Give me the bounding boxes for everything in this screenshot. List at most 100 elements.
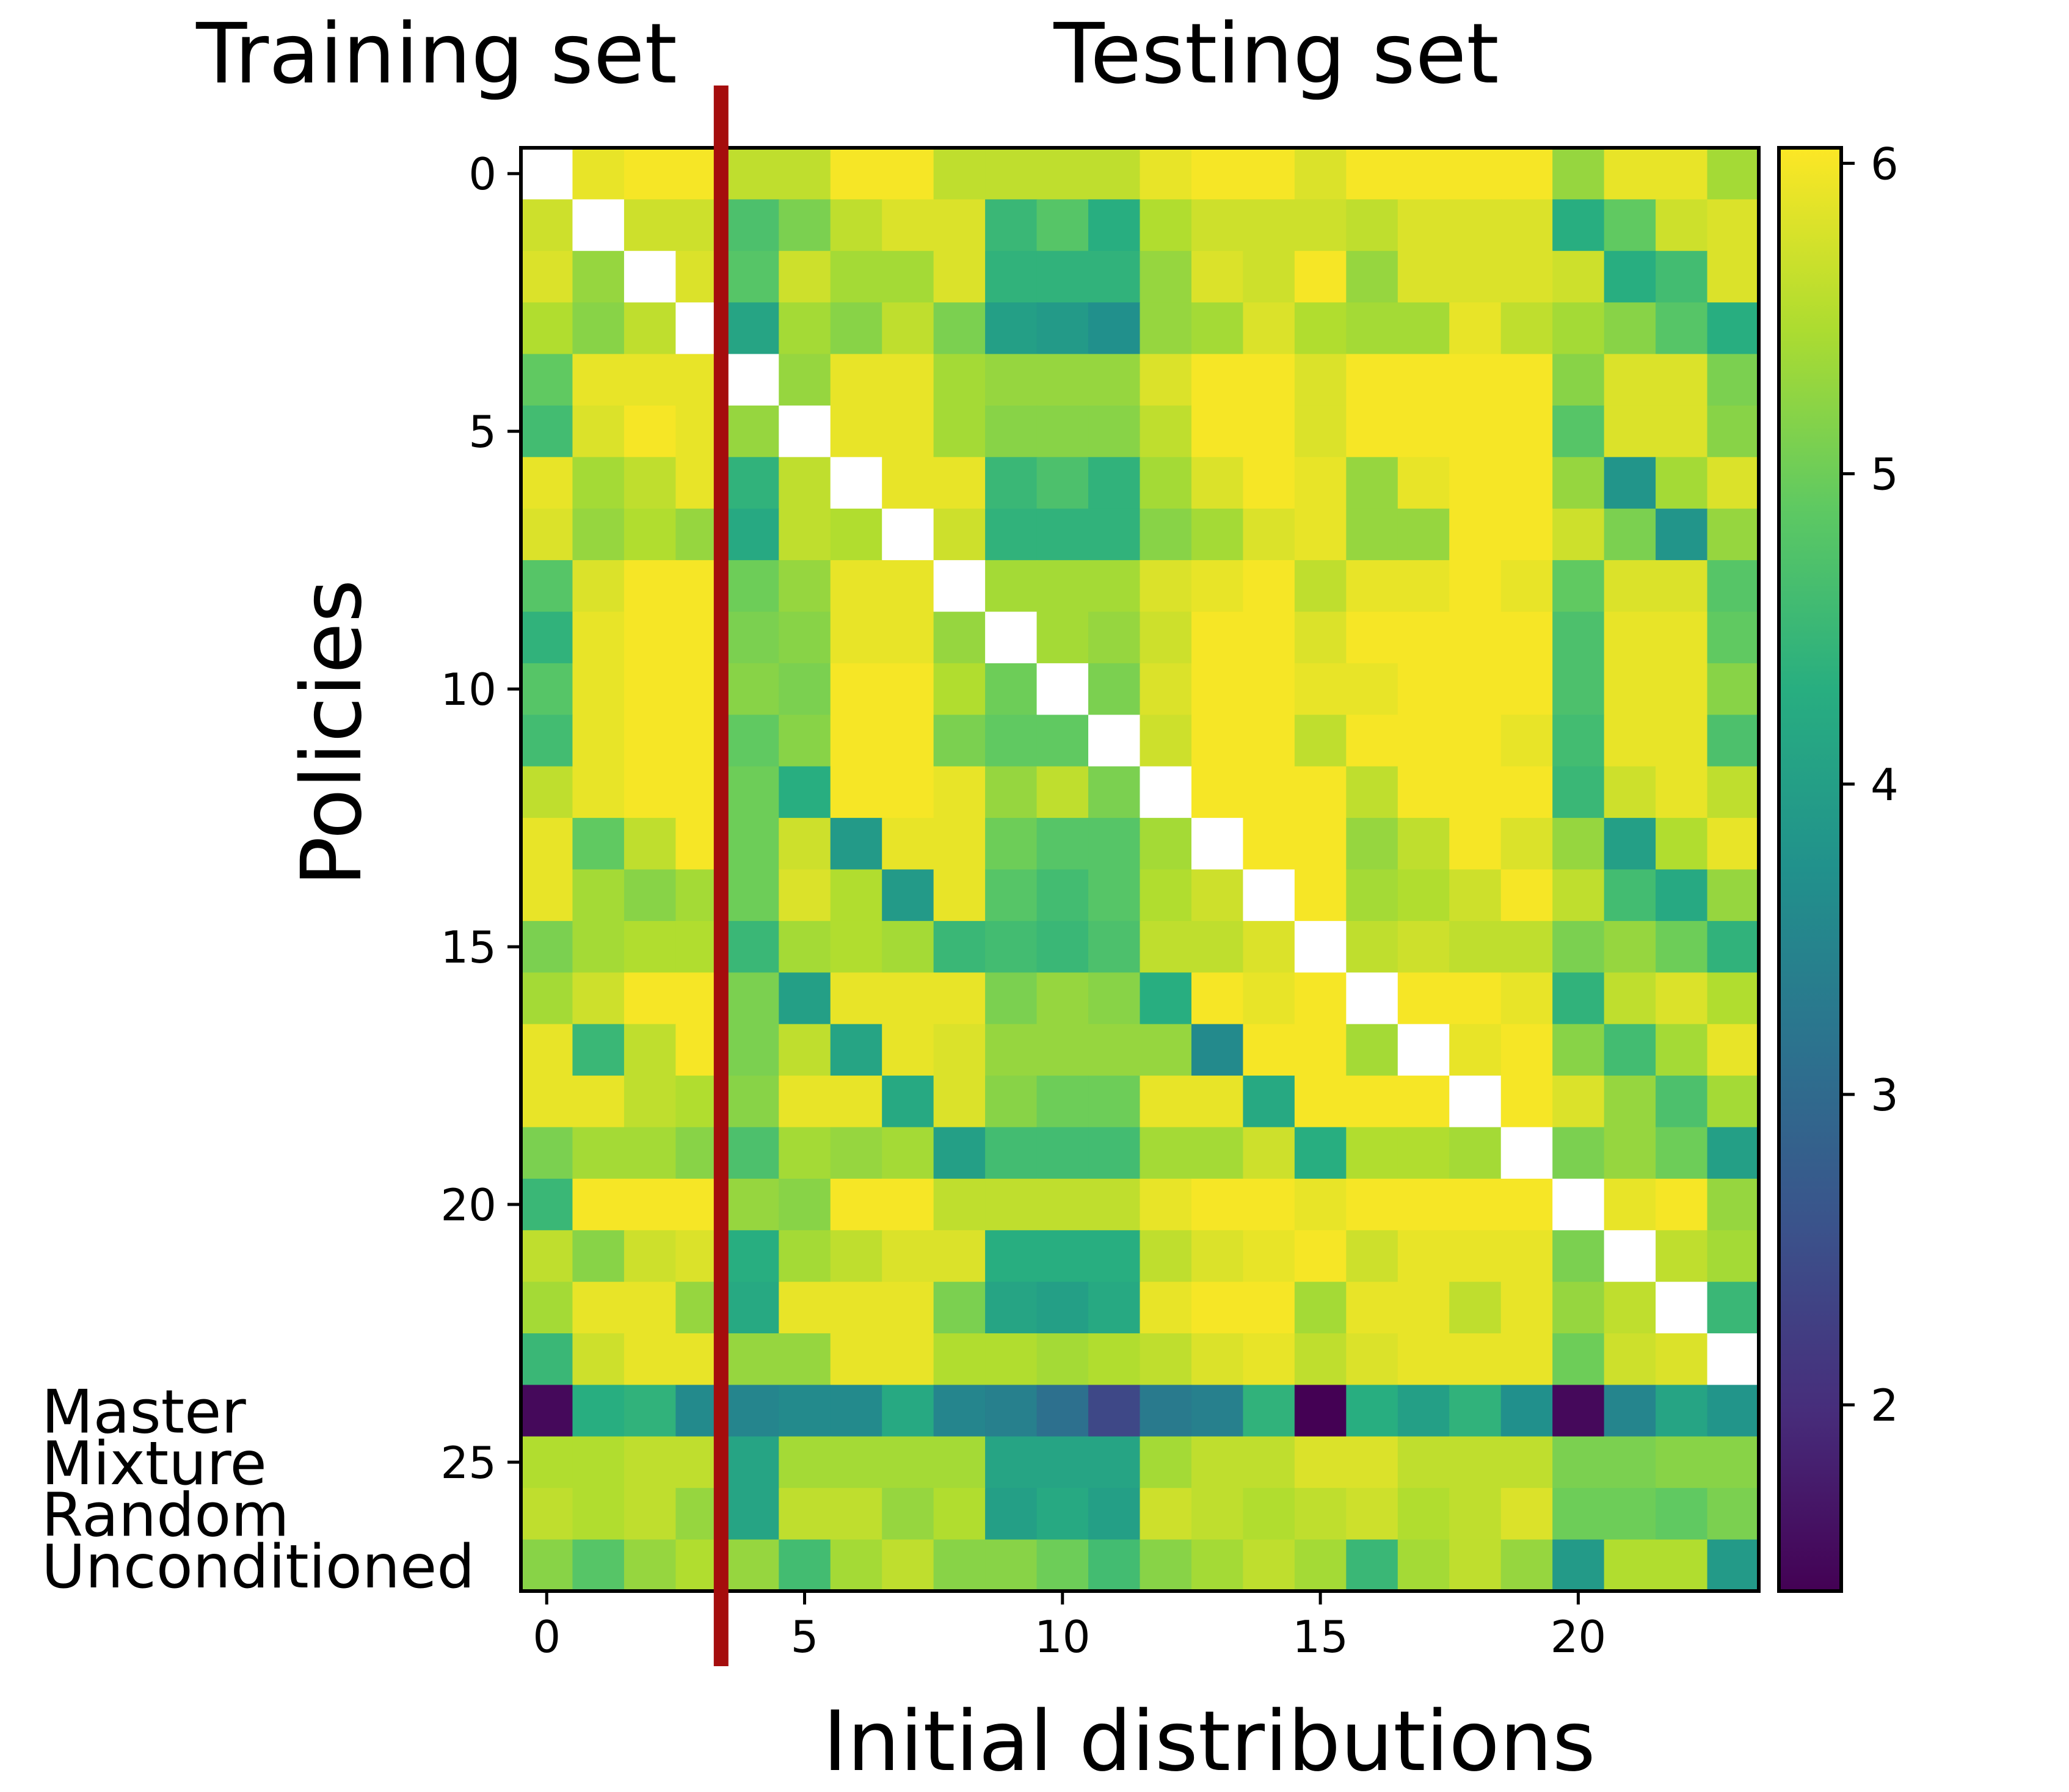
heatmap-cell bbox=[1036, 663, 1089, 716]
heatmap-cell bbox=[1036, 1488, 1089, 1540]
heatmap-cell bbox=[1036, 1436, 1089, 1489]
heatmap-cell bbox=[830, 250, 883, 303]
x-axis-ticks: 0 5 10 15 20 bbox=[533, 1591, 1606, 1663]
heatmap-cell bbox=[1604, 611, 1656, 664]
testing-set-label: Testing set bbox=[1053, 6, 1499, 103]
heatmap-cell bbox=[572, 766, 625, 818]
heatmap-cell bbox=[521, 1127, 573, 1179]
heatmap-cell bbox=[933, 250, 986, 303]
heatmap-cell bbox=[1449, 508, 1502, 561]
heatmap-cell bbox=[521, 766, 573, 818]
heatmap-cell bbox=[1397, 611, 1450, 664]
heatmap-cell bbox=[1191, 560, 1244, 613]
heatmap-cell bbox=[1243, 920, 1295, 974]
heatmap-cell bbox=[1500, 1488, 1553, 1540]
heatmap-cell bbox=[1243, 766, 1295, 818]
heatmap-cell bbox=[1656, 560, 1708, 613]
heatmap-cell bbox=[624, 354, 677, 406]
heatmap-cell bbox=[1656, 1488, 1708, 1540]
heatmap-cell bbox=[1397, 766, 1450, 818]
heatmap-cell bbox=[1449, 560, 1502, 613]
heatmap-cell bbox=[1140, 457, 1192, 509]
heatmap-cell bbox=[779, 1333, 831, 1386]
heatmap-cell bbox=[1707, 920, 1759, 974]
heatmap-cell bbox=[1346, 199, 1398, 252]
heatmap-cell bbox=[1656, 1076, 1708, 1128]
heatmap-cell bbox=[1088, 560, 1141, 613]
heatmap-cell bbox=[779, 1178, 831, 1231]
heatmap-cell bbox=[727, 869, 780, 922]
heatmap-cell bbox=[1552, 1076, 1605, 1128]
heatmap-cell bbox=[779, 1127, 831, 1179]
heatmap-cell bbox=[1707, 148, 1759, 200]
heatmap-cell bbox=[1397, 560, 1450, 613]
heatmap-cell bbox=[1294, 405, 1347, 458]
heatmap-cell bbox=[1656, 457, 1708, 509]
heatmap-cell bbox=[1397, 148, 1450, 200]
heatmap-cell bbox=[1397, 1539, 1450, 1592]
heatmap-cell bbox=[1604, 663, 1656, 716]
heatmap-cell bbox=[1552, 663, 1605, 716]
heatmap-cell bbox=[779, 1385, 831, 1437]
heatmap-cell bbox=[1346, 1076, 1398, 1128]
heatmap-cell bbox=[1036, 1178, 1089, 1231]
heatmap-cell bbox=[1552, 457, 1605, 509]
heatmap-cell bbox=[1552, 611, 1605, 664]
heatmap-cell bbox=[1294, 199, 1347, 252]
heatmap-cell bbox=[1346, 405, 1398, 458]
heatmap-cell bbox=[1707, 1024, 1759, 1076]
heatmap-cell bbox=[985, 1488, 1038, 1540]
heatmap-cell bbox=[521, 148, 573, 200]
heatmap-cell bbox=[985, 1539, 1038, 1592]
heatmap-cell bbox=[572, 354, 625, 406]
heatmap-cell bbox=[1140, 1127, 1192, 1179]
heatmap-cell bbox=[1500, 1333, 1553, 1386]
heatmap-cell bbox=[1191, 1230, 1244, 1283]
heatmap-cell bbox=[572, 199, 625, 252]
heatmap-cell bbox=[572, 508, 625, 561]
heatmap-cell bbox=[1397, 1076, 1450, 1128]
heatmap-cell bbox=[779, 1281, 831, 1334]
heatmap-cell bbox=[1140, 1076, 1192, 1128]
heatmap-cell bbox=[521, 1436, 573, 1489]
heatmap-cell bbox=[1552, 250, 1605, 303]
heatmap-cell bbox=[933, 405, 986, 458]
heatmap-cell bbox=[1036, 972, 1089, 1025]
heatmap-cell bbox=[985, 508, 1038, 561]
heatmap-cell bbox=[1707, 972, 1759, 1025]
heatmap-cell bbox=[1552, 715, 1605, 767]
heatmap-cell bbox=[1656, 1385, 1708, 1437]
heatmap-cell bbox=[1397, 663, 1450, 716]
heatmap-cell bbox=[1656, 766, 1708, 818]
heatmap-cell bbox=[1036, 508, 1089, 561]
heatmap-cell bbox=[1243, 1178, 1295, 1231]
heatmap-cell bbox=[1500, 508, 1553, 561]
heatmap-cell bbox=[1500, 869, 1553, 922]
heatmap-cell bbox=[624, 1024, 677, 1076]
heatmap-cell bbox=[1191, 869, 1244, 922]
heatmap-cell bbox=[830, 920, 883, 974]
heatmap-cell bbox=[1140, 354, 1192, 406]
heatmap-cell bbox=[1449, 250, 1502, 303]
x-tick-label: 0 bbox=[533, 1611, 561, 1663]
heatmap-cell bbox=[1294, 1281, 1347, 1334]
heatmap-cell bbox=[1191, 1127, 1244, 1179]
heatmap-cell bbox=[985, 405, 1038, 458]
heatmap-cell bbox=[1088, 302, 1141, 355]
heatmap-cell bbox=[1552, 199, 1605, 252]
heatmap-cell bbox=[1294, 869, 1347, 922]
heatmap-cell bbox=[572, 1024, 625, 1076]
heatmap-cell bbox=[1604, 560, 1656, 613]
heatmap-cell bbox=[1500, 354, 1553, 406]
heatmap-cell bbox=[830, 972, 883, 1025]
heatmap-cell bbox=[1397, 457, 1450, 509]
heatmap-cell bbox=[830, 199, 883, 252]
heatmap-cell bbox=[1449, 1488, 1502, 1540]
heatmap-cell bbox=[1088, 457, 1141, 509]
heatmap-cell bbox=[985, 663, 1038, 716]
heatmap-cell bbox=[572, 715, 625, 767]
heatmap-cell bbox=[1656, 663, 1708, 716]
heatmap-cell bbox=[830, 1024, 883, 1076]
heatmap-cell bbox=[624, 611, 677, 664]
